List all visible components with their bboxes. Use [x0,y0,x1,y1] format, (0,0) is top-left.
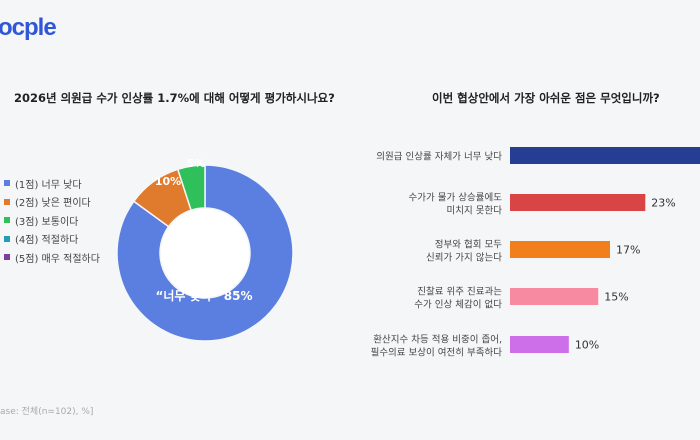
bar [510,336,569,353]
legend-item-score-2: (2점) 낮은 편이다 [4,193,100,212]
donut-hole [161,209,249,297]
legend-label: (5점) 매우 적절하다 [15,253,100,265]
brand-logo: ocple [0,14,57,41]
bar-value-label: 15% [604,291,628,304]
legend-item-score-1: (1점) 너무 낮다 [4,174,100,193]
bar-value-label: 10% [575,339,599,352]
bar-category-label: 미치지 못한다 [447,205,503,217]
bar [510,194,646,211]
footnote: ase: 전체(n=102), %] [0,407,94,417]
legend-swatch [4,235,10,242]
bar-category-label: 정부와 협회 모두 [435,239,502,251]
legend-item-score-3: (3점) 보통이다 [4,211,100,230]
bar [510,288,599,305]
bar-category-label: 진찰료 위주 진료과는 [417,286,502,298]
legend-label: (2점) 낮은 편이다 [15,198,91,210]
legend-swatch [4,198,10,205]
legend-swatch [4,254,10,261]
donut-slice [176,164,206,212]
bar-question-title: 이번 협상안에서 가장 아쉬운 점은 무엇입니까? [432,91,660,105]
bar [510,241,610,258]
legend-label: (1점) 너무 낮다 [15,179,82,191]
donut-legend: (1점) 너무 낮다 (2점) 낮은 편이다 (3점) 보통이다 (4점) 적절… [4,174,100,267]
legend-swatch [4,180,10,187]
bar-category-label: 수가 인상 체감이 없다 [414,299,502,311]
legend-label: (4점) 적절하다 [15,235,79,247]
donut-question-title: 2026년 의원급 수가 인상률 1.7%에 대해 어떻게 평가하시나요? [14,91,335,105]
bar-category-label: 환산지수 차등 적용 비중이 좁어, [373,334,502,346]
donut-slice [116,164,294,342]
donut-slice-label: 5% [187,157,206,170]
bar [510,147,700,164]
donut-chart: “너무 낮다” 85%10%5% [116,157,294,342]
bar-category-label: 의원급 인상률 자체가 너무 낮다 [376,152,502,163]
donut-slice-label: 10% [155,175,181,188]
legend-swatch [4,217,10,224]
legend-label: (3점) 보통이다 [15,216,79,228]
bar-category-label: 신뢰가 가지 않는다 [426,253,502,264]
bar-category-label: 필수의료 보상이 여전히 부족하다 [371,347,503,359]
bar-value-label: 17% [616,244,640,257]
bar-value-label: 23% [651,197,675,210]
bar-category-label: 수가가 물가 상승률에도 [409,193,503,204]
legend-item-score-4: (4점) 적절하다 [4,230,100,249]
legend-item-score-5: (5점) 매우 적절하다 [4,248,100,267]
